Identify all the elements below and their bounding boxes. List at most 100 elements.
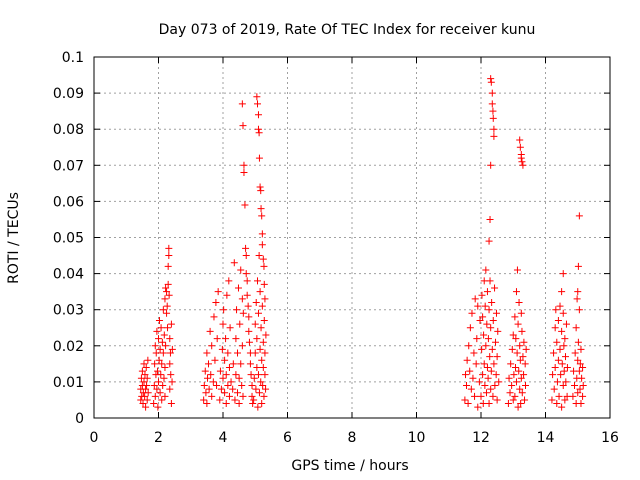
data-point [212,298,220,306]
data-point [509,396,517,404]
data-point [486,353,494,361]
data-point [156,345,164,353]
data-point [553,378,561,386]
axis-ticks: 0 2 4 6 8 10 12 14 16 0 0.01 0.02 0.03 0.04 0.05 0.06 0.… [53,50,619,446]
y-tick-label: 0.09 [53,86,84,102]
data-point [257,378,265,386]
data-point [550,385,558,393]
data-point [226,324,234,332]
data-point [209,378,217,386]
data-point [257,324,265,332]
data-point [160,374,168,382]
data-point [490,360,498,368]
data-point [243,291,251,299]
data-point [556,302,564,310]
data-point [225,277,233,285]
data-point [154,403,162,411]
data-point [239,309,247,317]
data-point [143,374,151,382]
data-point [519,161,527,169]
data-points [137,75,587,411]
data-point [575,367,583,375]
data-point [473,335,481,343]
data-point [245,327,253,335]
data-point [574,262,582,270]
data-point [515,367,523,375]
data-point [235,374,243,382]
data-point [512,335,520,343]
data-point [256,288,264,296]
data-point [467,385,475,393]
data-point [216,396,224,404]
x-tick-label: 16 [601,430,619,446]
data-point [471,392,479,400]
data-point [485,306,493,314]
data-point [229,385,237,393]
data-point [165,291,173,299]
data-point [238,295,246,303]
data-point [518,389,526,397]
data-point [246,360,254,368]
data-point [513,266,521,274]
data-point [160,331,168,339]
data-point [242,252,250,260]
data-point [258,241,266,249]
data-point [257,205,265,213]
data-point [167,400,175,408]
data-point [517,154,525,162]
data-point [222,371,230,379]
data-point [483,288,491,296]
data-point [234,389,242,397]
data-point [493,396,501,404]
data-point [488,89,496,97]
data-point [242,270,250,278]
data-point [166,360,174,368]
data-point [559,382,567,390]
data-point [200,382,208,390]
data-point [489,107,497,115]
data-point [259,382,267,390]
data-point [470,349,478,357]
data-point [485,400,493,408]
data-point [577,400,585,408]
data-point [221,389,229,397]
data-point [238,100,246,108]
data-point [139,400,147,408]
data-point [156,389,164,397]
data-point [517,400,525,408]
x-tick-label: 0 [90,430,99,446]
data-point [551,324,559,332]
data-point [461,396,469,404]
data-point [163,309,171,317]
data-point [245,338,253,346]
y-tick-label: 0.07 [53,158,84,174]
data-point [151,392,159,400]
data-point [517,374,525,382]
data-point [250,396,258,404]
data-point [202,389,210,397]
data-point [248,392,256,400]
data-point [474,302,482,310]
data-point [475,378,483,386]
data-point [144,356,152,364]
data-point [577,345,585,353]
data-point [138,367,146,375]
data-point [206,327,214,335]
data-point [512,288,520,296]
data-point [235,400,243,408]
data-point [554,317,562,325]
data-point [486,215,494,223]
data-point [142,385,150,393]
data-point [219,374,227,382]
data-point [140,360,148,368]
data-point [492,309,500,317]
data-point [463,356,471,364]
data-point [240,169,248,177]
data-point [259,255,267,263]
data-point [487,78,495,86]
data-point [220,306,228,314]
data-point [480,360,488,368]
x-axis-label: GPS time / hours [291,458,408,474]
data-point [574,389,582,397]
data-point [251,320,259,328]
